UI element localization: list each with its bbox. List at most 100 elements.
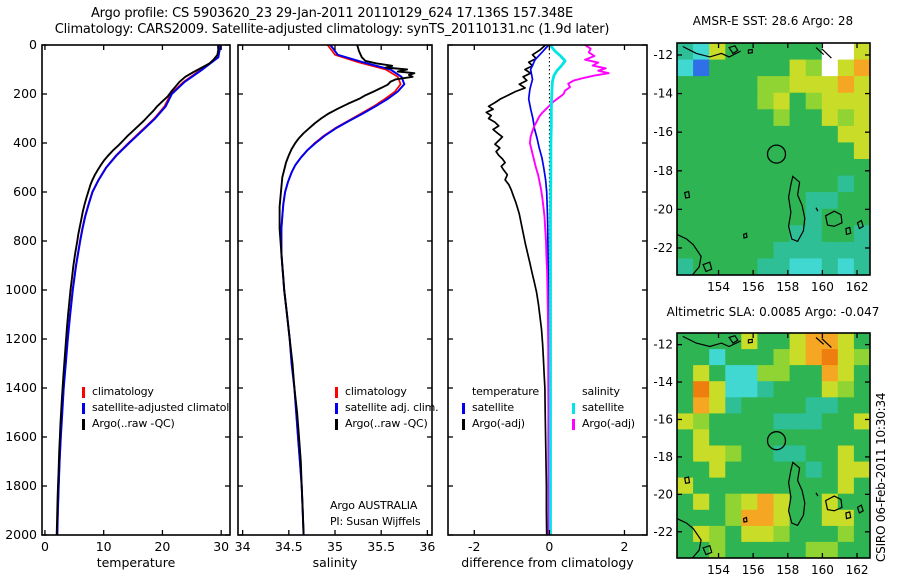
- legend-item-satellite: satellite: [462, 400, 562, 416]
- map-cell: [837, 477, 855, 495]
- map-cell: [805, 43, 823, 61]
- map-cell: [725, 541, 742, 558]
- coastline: [821, 338, 832, 349]
- coastline: [728, 45, 739, 55]
- map-cell: [789, 525, 807, 543]
- map-cell: [805, 125, 823, 144]
- difference-axis-label: difference from climatology: [461, 555, 634, 570]
- map-cell: [773, 381, 791, 398]
- map-cell: [709, 159, 726, 177]
- coastline: [677, 233, 702, 275]
- y-tick-label: 1600: [5, 429, 37, 444]
- map-cell: [837, 159, 855, 177]
- map-cell: [693, 429, 710, 447]
- map-cell: [725, 125, 742, 144]
- map-cell: [853, 429, 870, 447]
- map-cell: [725, 445, 742, 463]
- y-tick-label: 800: [13, 233, 37, 248]
- map-cell: [821, 125, 839, 144]
- y-tick-label: -20: [653, 202, 673, 216]
- map-cell: [757, 175, 775, 193]
- map-cell: [741, 333, 758, 350]
- y-tick-label: -12: [653, 48, 673, 62]
- map-cell: [789, 92, 807, 110]
- map-cell: [805, 477, 823, 495]
- y-tick-label: 600: [13, 184, 37, 199]
- map-cell: [773, 461, 791, 479]
- map-cell: [805, 493, 823, 511]
- legend-label: satellite: [472, 401, 515, 414]
- map-cell: [677, 258, 694, 275]
- map-cell: [677, 461, 694, 479]
- map-cell: [821, 413, 839, 431]
- y-tick-label: 1400: [5, 380, 37, 395]
- map-cell: [757, 525, 775, 543]
- difference-profile-panel: -2 0 2: [447, 44, 648, 554]
- map-cell: [725, 477, 742, 495]
- map-cell: [741, 59, 758, 77]
- map-cell: [789, 59, 807, 77]
- map-cell: [709, 381, 726, 398]
- climatology-line-swatch: [82, 386, 85, 398]
- map-cell: [805, 159, 823, 177]
- y-tick-label: 1800: [5, 478, 37, 493]
- coastline: [742, 516, 748, 523]
- map-cell: [773, 192, 791, 210]
- map-cell: [789, 461, 807, 479]
- difference-profile-curve-sal-satellite: [549, 44, 567, 535]
- map-cell: [805, 192, 823, 210]
- sla-map-field: [677, 333, 870, 558]
- y-tick-label: -14: [653, 87, 673, 101]
- map-cell: [693, 493, 710, 511]
- map-cell: [821, 225, 839, 243]
- coastline: [747, 48, 753, 54]
- temperature-profile-curve-satellite-adjusted-climatology: [56, 44, 222, 536]
- x-tick-label: 36: [419, 539, 435, 554]
- map-cell: [725, 397, 742, 414]
- legend-header-temperature: temperature: [462, 384, 562, 400]
- map-cell: [837, 43, 855, 61]
- map-cell: [773, 208, 791, 226]
- figure-title-line2: Climatology: CARS2009. Satellite-adjuste…: [54, 22, 610, 37]
- map-cell: [693, 541, 710, 558]
- map-cell: [677, 76, 694, 94]
- map-cell: [693, 192, 710, 210]
- map-cell: [853, 525, 870, 543]
- map-cell: [773, 59, 791, 77]
- legend-item-argo-adj: Argo(-adj): [462, 416, 562, 432]
- temperature-profile-curve-argo: [55, 44, 220, 536]
- coastline: [845, 511, 852, 520]
- difference-temperature-legend: temperature satellite Argo(-adj): [462, 384, 562, 432]
- map-cell: [677, 333, 694, 350]
- map-cell: [821, 208, 839, 226]
- x-tick-label: 162: [846, 563, 869, 577]
- map-cell: [805, 365, 823, 382]
- sst-map-panel: 154 156 158 160 162 -12 -14 -16 -18 -20 -22: [653, 42, 871, 294]
- climatology-line-swatch: [335, 386, 338, 398]
- map-cell: [789, 493, 807, 511]
- map-cell: [741, 413, 758, 431]
- map-cell: [677, 159, 694, 177]
- map-cell: [789, 365, 807, 382]
- map-cell: [677, 225, 694, 243]
- map-cell: [757, 142, 775, 160]
- map-cell: [837, 333, 855, 350]
- x-tick-label: 35.5: [367, 539, 395, 554]
- figure-title-line1: Argo profile: CS 5903620_23 29-Jan-2011 …: [90, 6, 573, 21]
- map-cell: [821, 429, 839, 447]
- map-cell: [821, 477, 839, 495]
- map-cell: [789, 381, 807, 398]
- map-cell: [853, 159, 870, 177]
- map-cell: [677, 381, 694, 398]
- map-cell: [709, 333, 726, 350]
- map-cell: [741, 349, 758, 366]
- map-cell: [757, 381, 775, 398]
- coastline: [702, 544, 713, 556]
- legend-item-satellite-adjusted: satellite-adjusted climatology: [82, 400, 229, 416]
- map-cell: [677, 365, 694, 382]
- map-cell: [773, 109, 791, 127]
- map-cell: [789, 258, 807, 275]
- map-cell: [757, 365, 775, 382]
- map-cell: [677, 509, 694, 527]
